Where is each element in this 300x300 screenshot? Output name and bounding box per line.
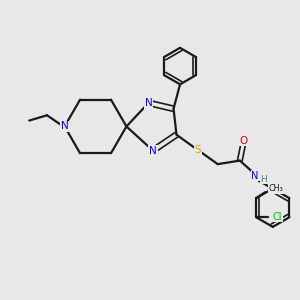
Text: CH₃: CH₃	[269, 184, 284, 193]
Text: N: N	[251, 171, 259, 181]
Text: N: N	[149, 146, 157, 156]
Text: H: H	[260, 175, 267, 184]
Text: N: N	[145, 98, 152, 108]
Text: O: O	[240, 136, 248, 146]
Text: S: S	[194, 145, 201, 155]
Text: N: N	[61, 122, 68, 131]
Text: Cl: Cl	[273, 212, 283, 222]
